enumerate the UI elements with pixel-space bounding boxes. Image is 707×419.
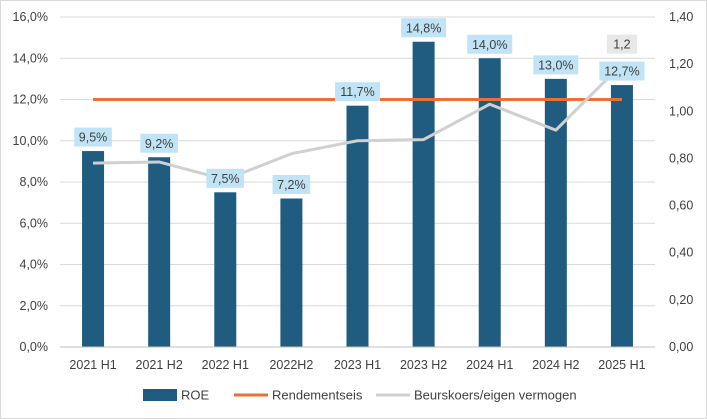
y-left-tick-label: 16,0% — [13, 10, 48, 24]
roe-data-label-bg — [335, 82, 380, 102]
price-book-data-label: 1,2 — [613, 38, 630, 52]
roe-data-label: 11,7% — [340, 85, 375, 99]
roe-data-label: 12,7% — [604, 65, 639, 79]
roe-data-label: 9,2% — [145, 137, 174, 151]
x-tick-label: 2023 H2 — [400, 358, 447, 372]
y-left-tick-label: 14,0% — [13, 51, 48, 65]
x-tick-label: 2021 H2 — [136, 358, 183, 372]
roe-data-label-bg — [467, 34, 513, 54]
x-tick-label: 2022H2 — [269, 358, 313, 372]
y-left-tick-label: 0,0% — [20, 340, 49, 354]
price-book-line — [93, 63, 624, 182]
y-right-tick-label: 0,80 — [669, 151, 693, 165]
x-tick-label: 2021 H1 — [69, 358, 116, 372]
y-left-tick-label: 4,0% — [20, 258, 49, 272]
legend-label: Rendementseis — [272, 388, 363, 403]
roe-bar — [148, 157, 171, 347]
roe-bar — [610, 85, 633, 347]
roe-data-label: 9,5% — [79, 131, 108, 145]
x-tick-label: 2023 H1 — [334, 358, 381, 372]
y-right-tick-label: 0,20 — [669, 293, 693, 307]
roe-data-label-bg — [533, 55, 579, 75]
roe-bar — [280, 198, 303, 347]
roe-data-label-bg — [74, 127, 112, 147]
y-left-tick-label: 8,0% — [20, 175, 49, 189]
roe-data-label-bg — [401, 18, 447, 38]
roe-data-label-bg — [140, 133, 178, 153]
roe-data-label: 13,0% — [538, 58, 573, 72]
legend-label: ROE — [181, 388, 210, 403]
roe-data-label: 14,0% — [472, 38, 507, 52]
price-book-data-label-bg — [606, 34, 638, 54]
roe-data-label-bg — [206, 168, 245, 188]
roe-bar — [82, 151, 105, 347]
roe-bar — [214, 192, 237, 347]
legend-label: Beurskoers/eigen vermogen — [414, 388, 577, 403]
y-left-tick-label: 12,0% — [13, 93, 48, 107]
y-right-tick-label: 0,40 — [669, 246, 693, 260]
y-right-tick-label: 0,60 — [669, 199, 693, 213]
legend-swatch-roe — [143, 389, 177, 401]
roe-data-label: 7,2% — [277, 178, 306, 192]
x-tick-label: 2025 H1 — [598, 358, 645, 372]
roe-data-label-bg — [272, 175, 311, 194]
roe-data-label: 7,5% — [211, 172, 240, 186]
y-left-tick-label: 6,0% — [20, 216, 49, 230]
roe-data-label-bg — [599, 61, 645, 81]
roe-bar — [346, 105, 369, 347]
y-right-tick-label: 1,40 — [669, 10, 693, 24]
roe-bar — [412, 41, 435, 347]
x-tick-label: 2022 H1 — [202, 358, 249, 372]
x-tick-label: 2024 H2 — [532, 358, 579, 372]
roe-bar — [544, 78, 567, 347]
y-right-tick-label: 0,00 — [669, 340, 693, 354]
y-right-tick-label: 1,00 — [669, 104, 693, 118]
y-right-tick-label: 1,20 — [669, 57, 693, 71]
roe-data-label: 14,8% — [406, 21, 441, 35]
y-left-tick-label: 2,0% — [20, 299, 49, 313]
x-tick-label: 2024 H1 — [466, 358, 513, 372]
y-left-tick-label: 10,0% — [13, 134, 48, 148]
roe-bar — [478, 58, 501, 347]
